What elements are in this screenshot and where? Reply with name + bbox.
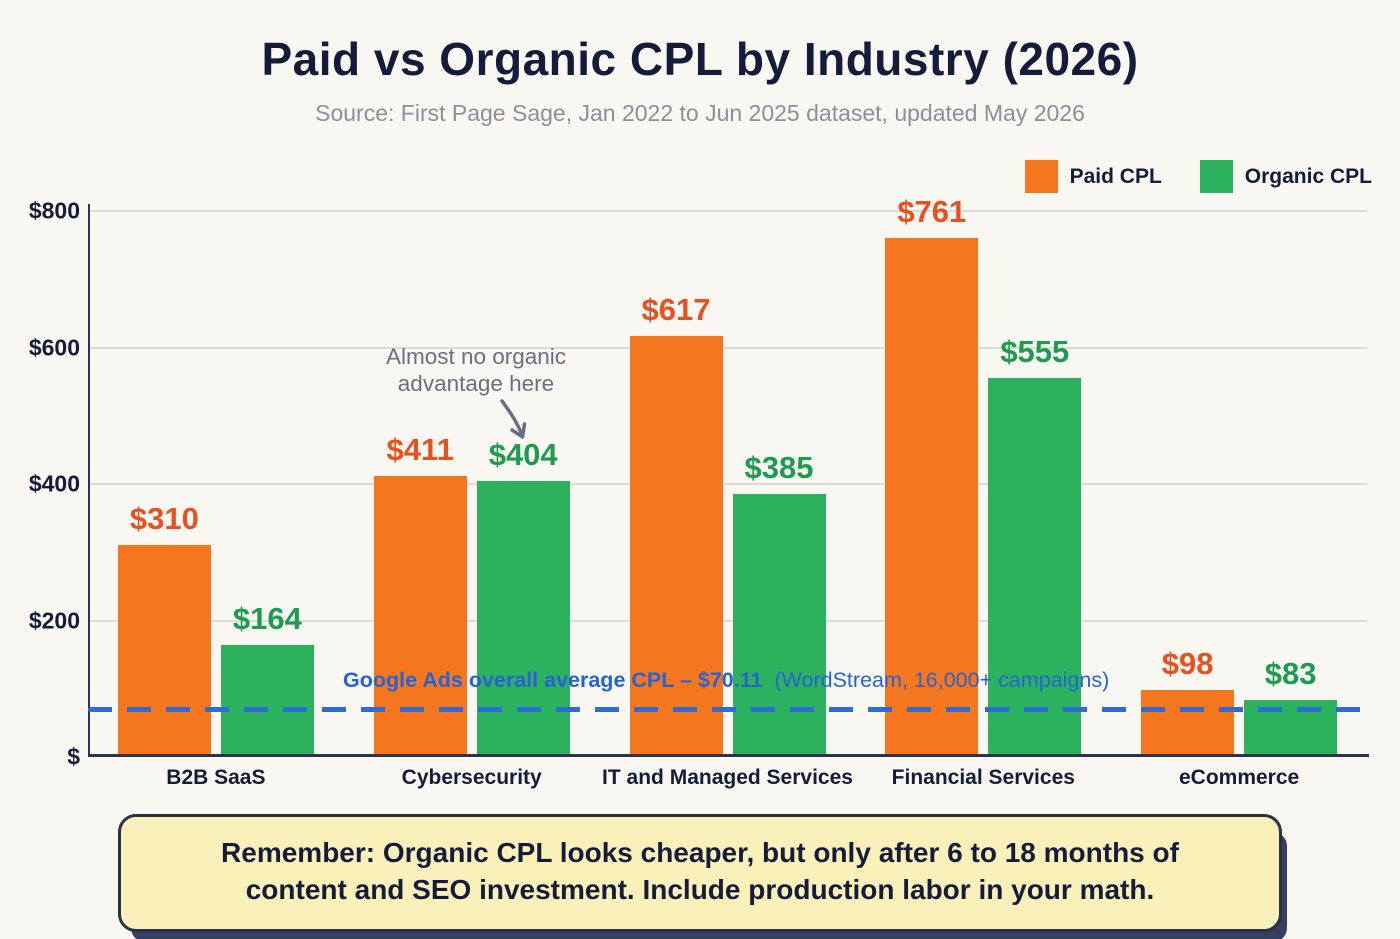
legend-swatch-paid bbox=[1024, 160, 1058, 193]
value-label-paid-cybersecurity: $411 bbox=[386, 432, 454, 467]
note-box: Remember: Organic CPL looks cheaper, but… bbox=[118, 814, 1282, 932]
category-label-financial-services: Financial Services bbox=[891, 766, 1075, 789]
value-label-paid-financial-services: $761 bbox=[897, 194, 967, 229]
reference-line-google-ads-average bbox=[88, 707, 1367, 712]
legend-label-paid: Paid CPL bbox=[1069, 164, 1162, 188]
gridline-200 bbox=[88, 619, 1367, 622]
chart-subtitle: Source: First Page Sage, Jan 2022 to Jun… bbox=[315, 100, 1085, 126]
gridline-400 bbox=[88, 483, 1367, 485]
bar-organic-it-and-managed-services bbox=[732, 494, 826, 757]
gridline-800 bbox=[88, 210, 1367, 212]
value-label-organic-it-and-managed-services: $385 bbox=[744, 450, 814, 485]
value-label-paid-it-and-managed-services: $617 bbox=[641, 292, 711, 327]
annotation-line-1: Almost no organic bbox=[385, 344, 567, 369]
annotation-arrow-icon bbox=[500, 399, 527, 439]
category-label-ecommerce: eCommerce bbox=[1178, 766, 1300, 789]
bar-paid-b2b-saas bbox=[117, 545, 211, 757]
reference-line-label-bold: Google Ads overall average CPL – $70.11 bbox=[343, 668, 763, 692]
bar-paid-financial-services bbox=[885, 238, 979, 757]
y-tick-label-200: $200 bbox=[28, 607, 80, 633]
note-line-1: Remember: Organic CPL looks cheaper, but… bbox=[221, 837, 1179, 868]
category-label-cybersecurity: Cybersecurity bbox=[401, 766, 542, 789]
note-line-2: content and SEO investment. Include prod… bbox=[245, 873, 1155, 905]
legend-swatch-organic bbox=[1199, 160, 1233, 193]
y-tick-label-600: $600 bbox=[28, 334, 80, 360]
bar-organic-cybersecurity bbox=[476, 481, 570, 757]
bar-paid-ecommerce bbox=[1141, 690, 1235, 757]
legend: Paid CPL Organic CPL bbox=[1024, 160, 1372, 193]
bar-paid-it-and-managed-services bbox=[629, 336, 723, 757]
bar-paid-cybersecurity bbox=[373, 476, 467, 757]
y-axis-line bbox=[88, 204, 90, 757]
value-label-organic-b2b-saas: $164 bbox=[232, 601, 302, 636]
value-label-organic-financial-services: $555 bbox=[1000, 334, 1070, 369]
value-label-organic-cybersecurity: $404 bbox=[488, 437, 558, 472]
gridline-600 bbox=[88, 346, 1367, 349]
y-tick-label-0: $ bbox=[67, 743, 80, 770]
category-label-it-and-managed-services: IT and Managed Services bbox=[602, 766, 853, 789]
value-label-paid-b2b-saas: $310 bbox=[129, 501, 199, 536]
chart-title: Paid vs Organic CPL by Industry (2026) bbox=[261, 33, 1139, 85]
annotation-text: Almost no organic advantage here bbox=[386, 343, 566, 397]
category-label-b2b-saas: B2B SaaS bbox=[166, 766, 266, 789]
bar-organic-financial-services bbox=[988, 378, 1082, 757]
value-label-organic-ecommerce: $83 bbox=[1264, 656, 1317, 691]
bar-organic-b2b-saas bbox=[220, 645, 314, 757]
y-tick-label-400: $400 bbox=[28, 470, 80, 497]
reference-line-label-source: (WordStream, 16,000+ campaigns) bbox=[774, 668, 1110, 692]
legend-label-organic: Organic CPL bbox=[1244, 164, 1372, 188]
value-label-paid-ecommerce: $98 bbox=[1161, 646, 1214, 681]
reference-line-label: Google Ads overall average CPL – $70.11 … bbox=[343, 668, 1109, 693]
annotation-line-2: advantage here bbox=[397, 371, 555, 396]
y-tick-label-800: $800 bbox=[28, 197, 80, 224]
x-axis-line bbox=[88, 754, 1369, 757]
